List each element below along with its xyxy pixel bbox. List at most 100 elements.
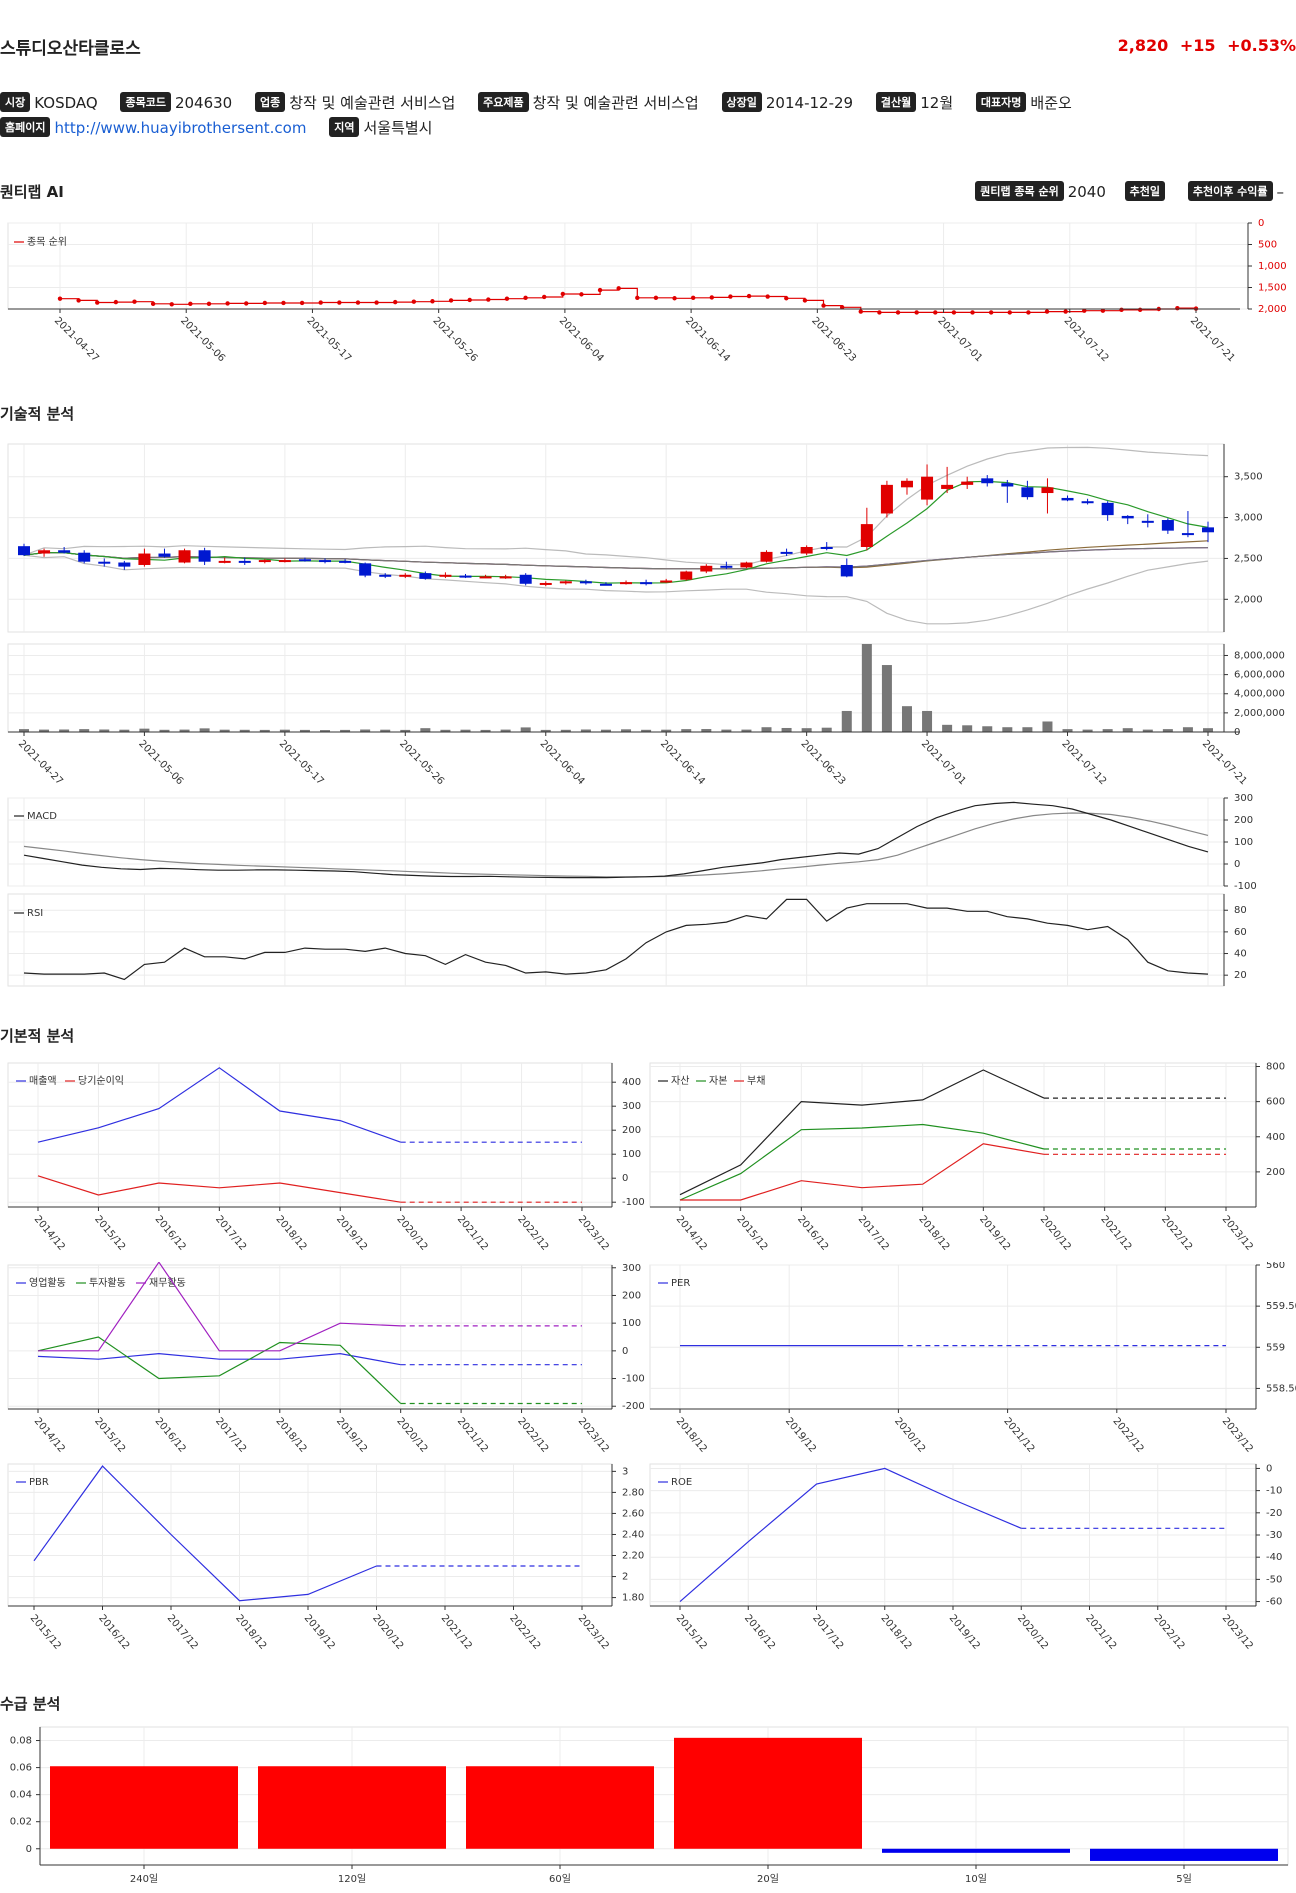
rank-point (541, 294, 547, 300)
series-line (37, 1067, 401, 1143)
pbr-chart: 1.80 2 2.20 2.40 2.60 2.80 3 PBR 2015/12 2016/12 2… (7, 1463, 644, 1652)
series-line (679, 1123, 1045, 1201)
x-tick-label: 2016/12 (742, 1613, 777, 1652)
y-tick-label: 1.80 (622, 1593, 644, 1604)
volume-bar (340, 729, 351, 732)
candle-body (1121, 515, 1134, 519)
x-tick-label: 2021/12 (455, 1214, 490, 1253)
industry-tag: 업종 (255, 92, 286, 112)
legend-label: PER (671, 1278, 690, 1289)
y-tick-label: 200 (1266, 1167, 1285, 1178)
volume-bar (1102, 729, 1113, 732)
y-tick-label: -10 (1266, 1486, 1282, 1497)
rank-point (76, 298, 81, 303)
rank-point (1063, 309, 1068, 314)
rank-point (709, 295, 715, 300)
volume-bar (922, 710, 933, 732)
product-value: 창작 및 예술관련 서비스업 (532, 94, 699, 112)
x-tick-label: 2016/12 (153, 1214, 188, 1253)
x-tick-label: 2021-05-06 (136, 738, 185, 787)
x-tick-label: 2016/12 (153, 1416, 188, 1455)
return-tag: 추천이후 수익률 (1187, 181, 1273, 201)
x-tick-label: 2023/12 (576, 1613, 611, 1652)
x-tick-label: 2021-04-27 (52, 315, 101, 364)
candle-body (359, 563, 372, 576)
candle-body (1202, 527, 1214, 533)
rank-point (244, 301, 249, 306)
legend-label: 자산 (671, 1075, 689, 1087)
volume-bar (19, 729, 29, 732)
rank-point (188, 301, 193, 307)
bollinger-upper (23, 446, 1209, 566)
candle-body (499, 576, 512, 579)
plot-frame (649, 1062, 1257, 1208)
rank-point (616, 286, 621, 291)
y-tick-label: 300 (622, 1263, 641, 1274)
y-tick-label: -100 (622, 1197, 645, 1208)
x-tick-label: 10일 (965, 1873, 987, 1885)
series-line (33, 1465, 377, 1602)
y-tick-label: 20 (1234, 970, 1247, 981)
x-tick-label: 2021-05-26 (431, 315, 480, 364)
homepage-link[interactable]: http://www.huayibrothersent.com (54, 119, 307, 137)
candle-body (1081, 501, 1094, 504)
code-value: 204630 (174, 94, 233, 112)
candle-body (720, 565, 733, 568)
y-tick-label: 0 (1266, 1463, 1272, 1474)
plot-frame (7, 643, 1225, 733)
x-tick-label: 2023/12 (1220, 1214, 1255, 1253)
volume-chart: 02,000,0004,000,0006,000,0008,000,000202… (7, 643, 1285, 787)
y-tick-label: 800 (1266, 1062, 1285, 1073)
candle-body (579, 581, 592, 584)
x-tick-label: 120일 (338, 1873, 366, 1885)
rank-point (355, 300, 361, 305)
rank-point (225, 301, 230, 306)
volume-bar (701, 729, 712, 732)
volume-bar (219, 729, 230, 732)
x-tick-label: 2016/12 (795, 1214, 830, 1253)
y-tick-label: 2.80 (622, 1487, 644, 1498)
candle-body (278, 560, 291, 563)
candle-body (941, 484, 954, 489)
x-tick-label: 2015/12 (674, 1613, 709, 1652)
y-tick-label: 2,000,000 (1234, 708, 1285, 719)
volume-bar (681, 729, 692, 732)
volume-bar (1162, 729, 1173, 732)
rank-point (1007, 310, 1012, 315)
x-tick-label: 2023/12 (576, 1214, 611, 1253)
company-info-row-2: 홈페이지 http://www.huayibrothersent.com 지역 서울… (0, 117, 450, 138)
volume-bar (801, 728, 812, 732)
x-tick-label: 2021/12 (1001, 1416, 1036, 1455)
volume-bar (661, 729, 672, 732)
volume-bar (79, 729, 90, 732)
legend-label: 종목 순위 (27, 235, 67, 248)
y-tick-label: 3 (622, 1466, 628, 1477)
volume-bar (360, 729, 371, 732)
x-tick-label: 2021-06-04 (538, 738, 587, 787)
volume-bar (721, 729, 732, 732)
rank-point (113, 299, 119, 305)
x-tick-label: 2018/12 (674, 1416, 709, 1455)
fiscal-tag: 결산월 (875, 92, 917, 112)
rank-point (672, 296, 677, 301)
rank-point (988, 310, 994, 315)
roe-chart: -60 -50 -40 -30 -20 -10 0 ROE 2015/12 2016/12 2017… (649, 1463, 1282, 1652)
y-tick-label: -100 (1234, 881, 1257, 890)
candle-body (760, 551, 773, 562)
x-tick-label: 2021-07-21 (1188, 315, 1237, 364)
y-tick-label: 2.60 (622, 1508, 644, 1519)
legend-label: 당기순이익 (78, 1075, 124, 1087)
supply-bar (50, 1766, 238, 1849)
candle-body (1161, 520, 1174, 531)
x-tick-label: 2021/12 (1098, 1214, 1133, 1253)
x-tick-label: 2020/12 (1038, 1214, 1073, 1253)
x-tick-label: 2022/12 (515, 1214, 550, 1253)
legend-label: PBR (29, 1477, 49, 1488)
volume-bar (380, 729, 391, 732)
candle-body (539, 582, 552, 585)
y-tick-label: 40 (1234, 949, 1247, 960)
y-tick-label: 2,500 (1234, 553, 1263, 564)
rec-date-tag: 추천일 (1124, 181, 1166, 201)
rank-point (57, 296, 63, 301)
volume-bar (821, 727, 832, 732)
